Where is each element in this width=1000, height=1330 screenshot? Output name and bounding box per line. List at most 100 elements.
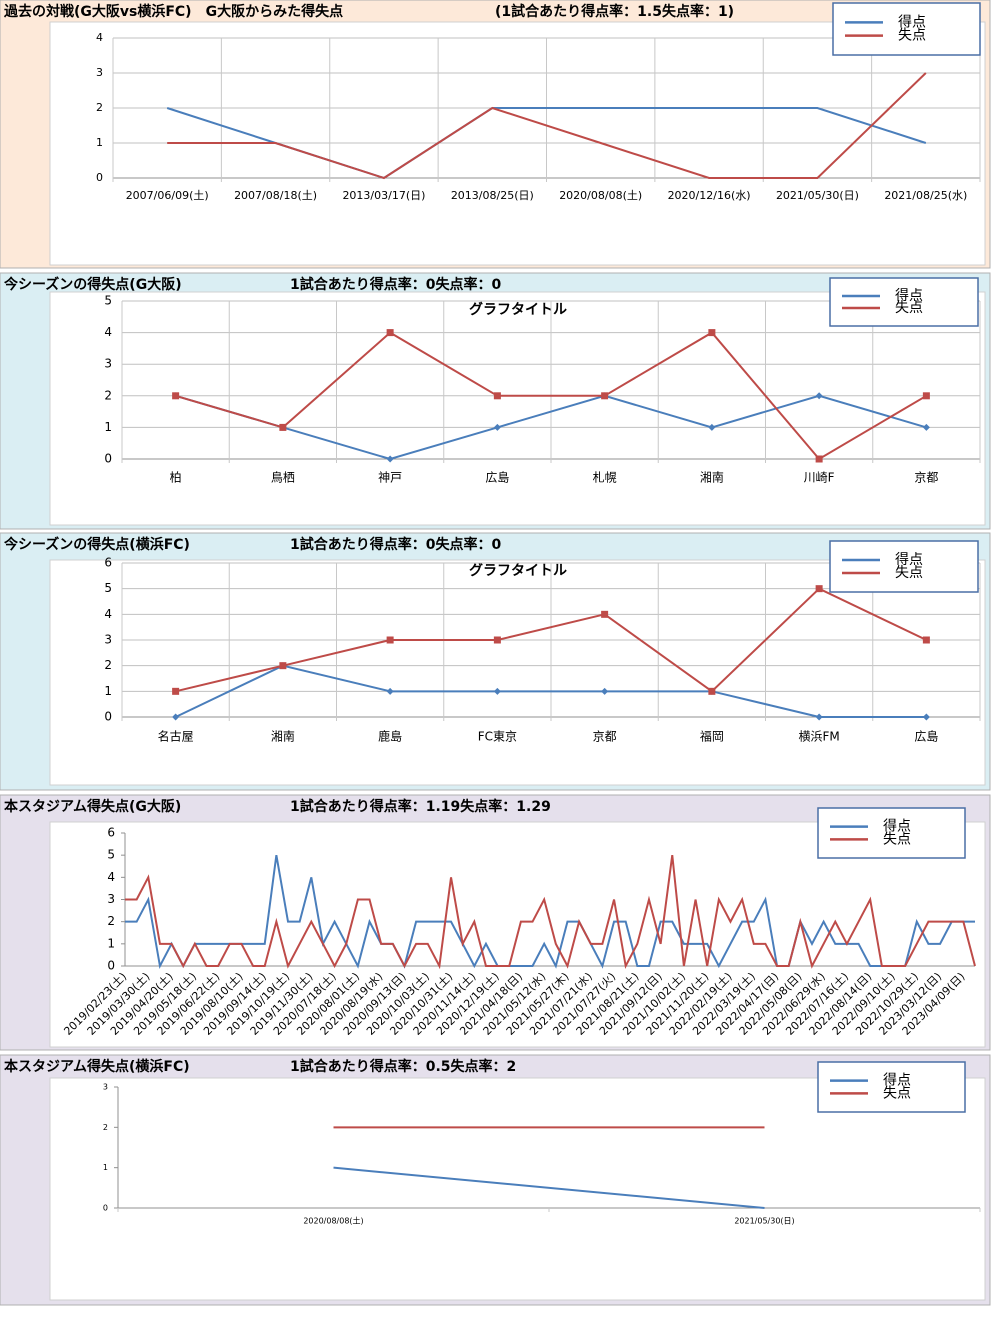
- chart-section: 今シーズンの得失点(横浜FC) 1試合あたり得点率：0失点率：0 グラフタイトル 0 1…: [0, 532, 991, 791]
- series-line: [125, 854, 975, 970]
- y-tick-label: 3: [103, 1083, 108, 1092]
- y-tick-label: 2: [104, 388, 112, 402]
- point-marker: [922, 392, 930, 400]
- point-marker: [493, 423, 501, 431]
- legend-label: 得点: [883, 818, 911, 835]
- x-tick-label: 札幌: [593, 470, 617, 485]
- y-tick-label: 4: [104, 325, 112, 339]
- section-title: 今シーズンの得失点(G大阪): [3, 276, 182, 293]
- y-tick-label: 4: [107, 870, 115, 884]
- point-marker: [922, 636, 930, 644]
- y-tick-label: 3: [104, 357, 112, 371]
- x-tick-label: 湘南: [271, 729, 295, 744]
- y-tick-label: 4: [104, 607, 112, 621]
- point-marker: [493, 636, 501, 644]
- y-tick-label: 0: [107, 959, 115, 973]
- y-tick-label: 1: [104, 420, 112, 434]
- x-tick-label: 京都: [593, 730, 617, 744]
- point-marker: [708, 687, 716, 695]
- section-title: 今シーズンの得失点(横浜FC): [3, 536, 190, 553]
- legend-label: 得点: [895, 287, 923, 304]
- series-line: [175, 587, 927, 693]
- y-tick-label: 2: [103, 1123, 108, 1132]
- point-marker: [815, 585, 823, 593]
- section-subtitle: 1試合あたり得点率：0失点率：0: [290, 276, 501, 293]
- x-tick-label: 2013/08/25(日): [451, 189, 534, 202]
- legend-label: 得点: [895, 551, 923, 568]
- point-marker: [386, 687, 394, 695]
- y-tick-label: 3: [104, 633, 112, 647]
- point-marker: [172, 687, 180, 695]
- x-tick-label: 広島: [914, 729, 938, 744]
- x-tick-label: 鳥栖: [271, 470, 295, 485]
- point-marker: [172, 392, 180, 400]
- legend-label: 得点: [898, 13, 926, 30]
- chart-panel: [49, 291, 986, 526]
- point-marker: [708, 423, 716, 431]
- x-tick-label: FC東京: [478, 730, 517, 744]
- series-line: [175, 664, 927, 718]
- point-marker: [815, 455, 823, 463]
- legend-label: 失点: [895, 565, 923, 581]
- y-tick-label: 5: [104, 581, 112, 595]
- point-marker: [279, 423, 287, 431]
- legend-box: [832, 2, 981, 56]
- legend-label: 失点: [883, 1085, 911, 1101]
- point-marker: [601, 610, 609, 618]
- chart-section: 本スタジアム得失点(横浜FC) 1試合あたり得点率：0.5失点率：2 0 1 2 3 202…: [0, 1054, 991, 1306]
- x-tick-label: 湘南: [700, 470, 724, 485]
- point-marker: [493, 392, 501, 400]
- y-tick-label: 1: [107, 936, 115, 950]
- section-title: 本スタジアム得失点(横浜FC): [4, 1058, 190, 1075]
- section-subtitle: 1試合あたり得点率：0失点率：0: [290, 536, 501, 553]
- x-tick-label: 川崎F: [804, 471, 835, 485]
- legend-label: 得点: [883, 1072, 911, 1089]
- series-line: [175, 394, 927, 461]
- y-tick-label: 2: [96, 101, 103, 114]
- point-marker: [815, 392, 823, 400]
- y-tick-label: 0: [104, 452, 112, 466]
- legend-box: [829, 277, 979, 327]
- y-tick-label: 4: [96, 31, 103, 44]
- point-marker: [601, 392, 609, 400]
- chart-section: 過去の対戦(G大阪vs横浜FC) G大阪からみた得失点 (1試合あたり得点率：1.…: [0, 0, 991, 269]
- section-subtitle: 1試合あたり得点率：0.5失点率：2: [290, 1058, 516, 1075]
- x-tick-label: 2007/08/18(土): [234, 189, 317, 202]
- section-subtitle: (1試合あたり得点率：1.5失点率：1): [495, 3, 734, 20]
- y-tick-label: 2: [104, 658, 112, 672]
- x-tick-label: 2013/03/17(日): [342, 189, 425, 202]
- point-marker: [493, 687, 501, 695]
- legend-box: [817, 807, 966, 859]
- point-marker: [386, 329, 394, 337]
- x-tick-label: 鹿島: [378, 729, 402, 744]
- x-tick-label: 2007/06/09(土): [126, 189, 209, 202]
- point-marker: [922, 423, 930, 431]
- y-tick-label: 1: [96, 136, 103, 149]
- section-subtitle: 1試合あたり得点率：1.19失点率：1.29: [290, 798, 551, 815]
- x-tick-label: 2021/08/25(水): [884, 189, 967, 202]
- point-marker: [922, 713, 930, 721]
- y-tick-label: 5: [104, 294, 112, 308]
- section-title: 本スタジアム得失点(G大阪): [4, 798, 181, 815]
- y-tick-label: 0: [104, 710, 112, 724]
- x-tick-label: 広島: [485, 470, 509, 485]
- point-marker: [386, 455, 394, 463]
- chart-panel: [49, 559, 986, 786]
- series-line: [167, 72, 927, 180]
- y-tick-label: 5: [107, 848, 115, 862]
- point-marker: [172, 713, 180, 721]
- x-tick-label: 柏: [170, 470, 182, 485]
- section-title: 過去の対戦(G大阪vs横浜FC) G大阪からみた得失点: [3, 3, 343, 20]
- point-marker: [386, 636, 394, 644]
- legend-box: [829, 540, 979, 593]
- x-tick-label: 名古屋: [158, 729, 194, 744]
- legend-label: 失点: [883, 831, 911, 847]
- chart-panel: [49, 1077, 986, 1301]
- point-marker: [279, 662, 287, 670]
- series-line: [125, 855, 976, 970]
- x-tick-label: 横浜FM: [798, 730, 839, 744]
- series-line: [175, 331, 927, 461]
- y-tick-label: 3: [96, 66, 103, 79]
- x-tick-label: 2020/08/08(土): [559, 189, 642, 202]
- legend-label: 失点: [895, 300, 923, 316]
